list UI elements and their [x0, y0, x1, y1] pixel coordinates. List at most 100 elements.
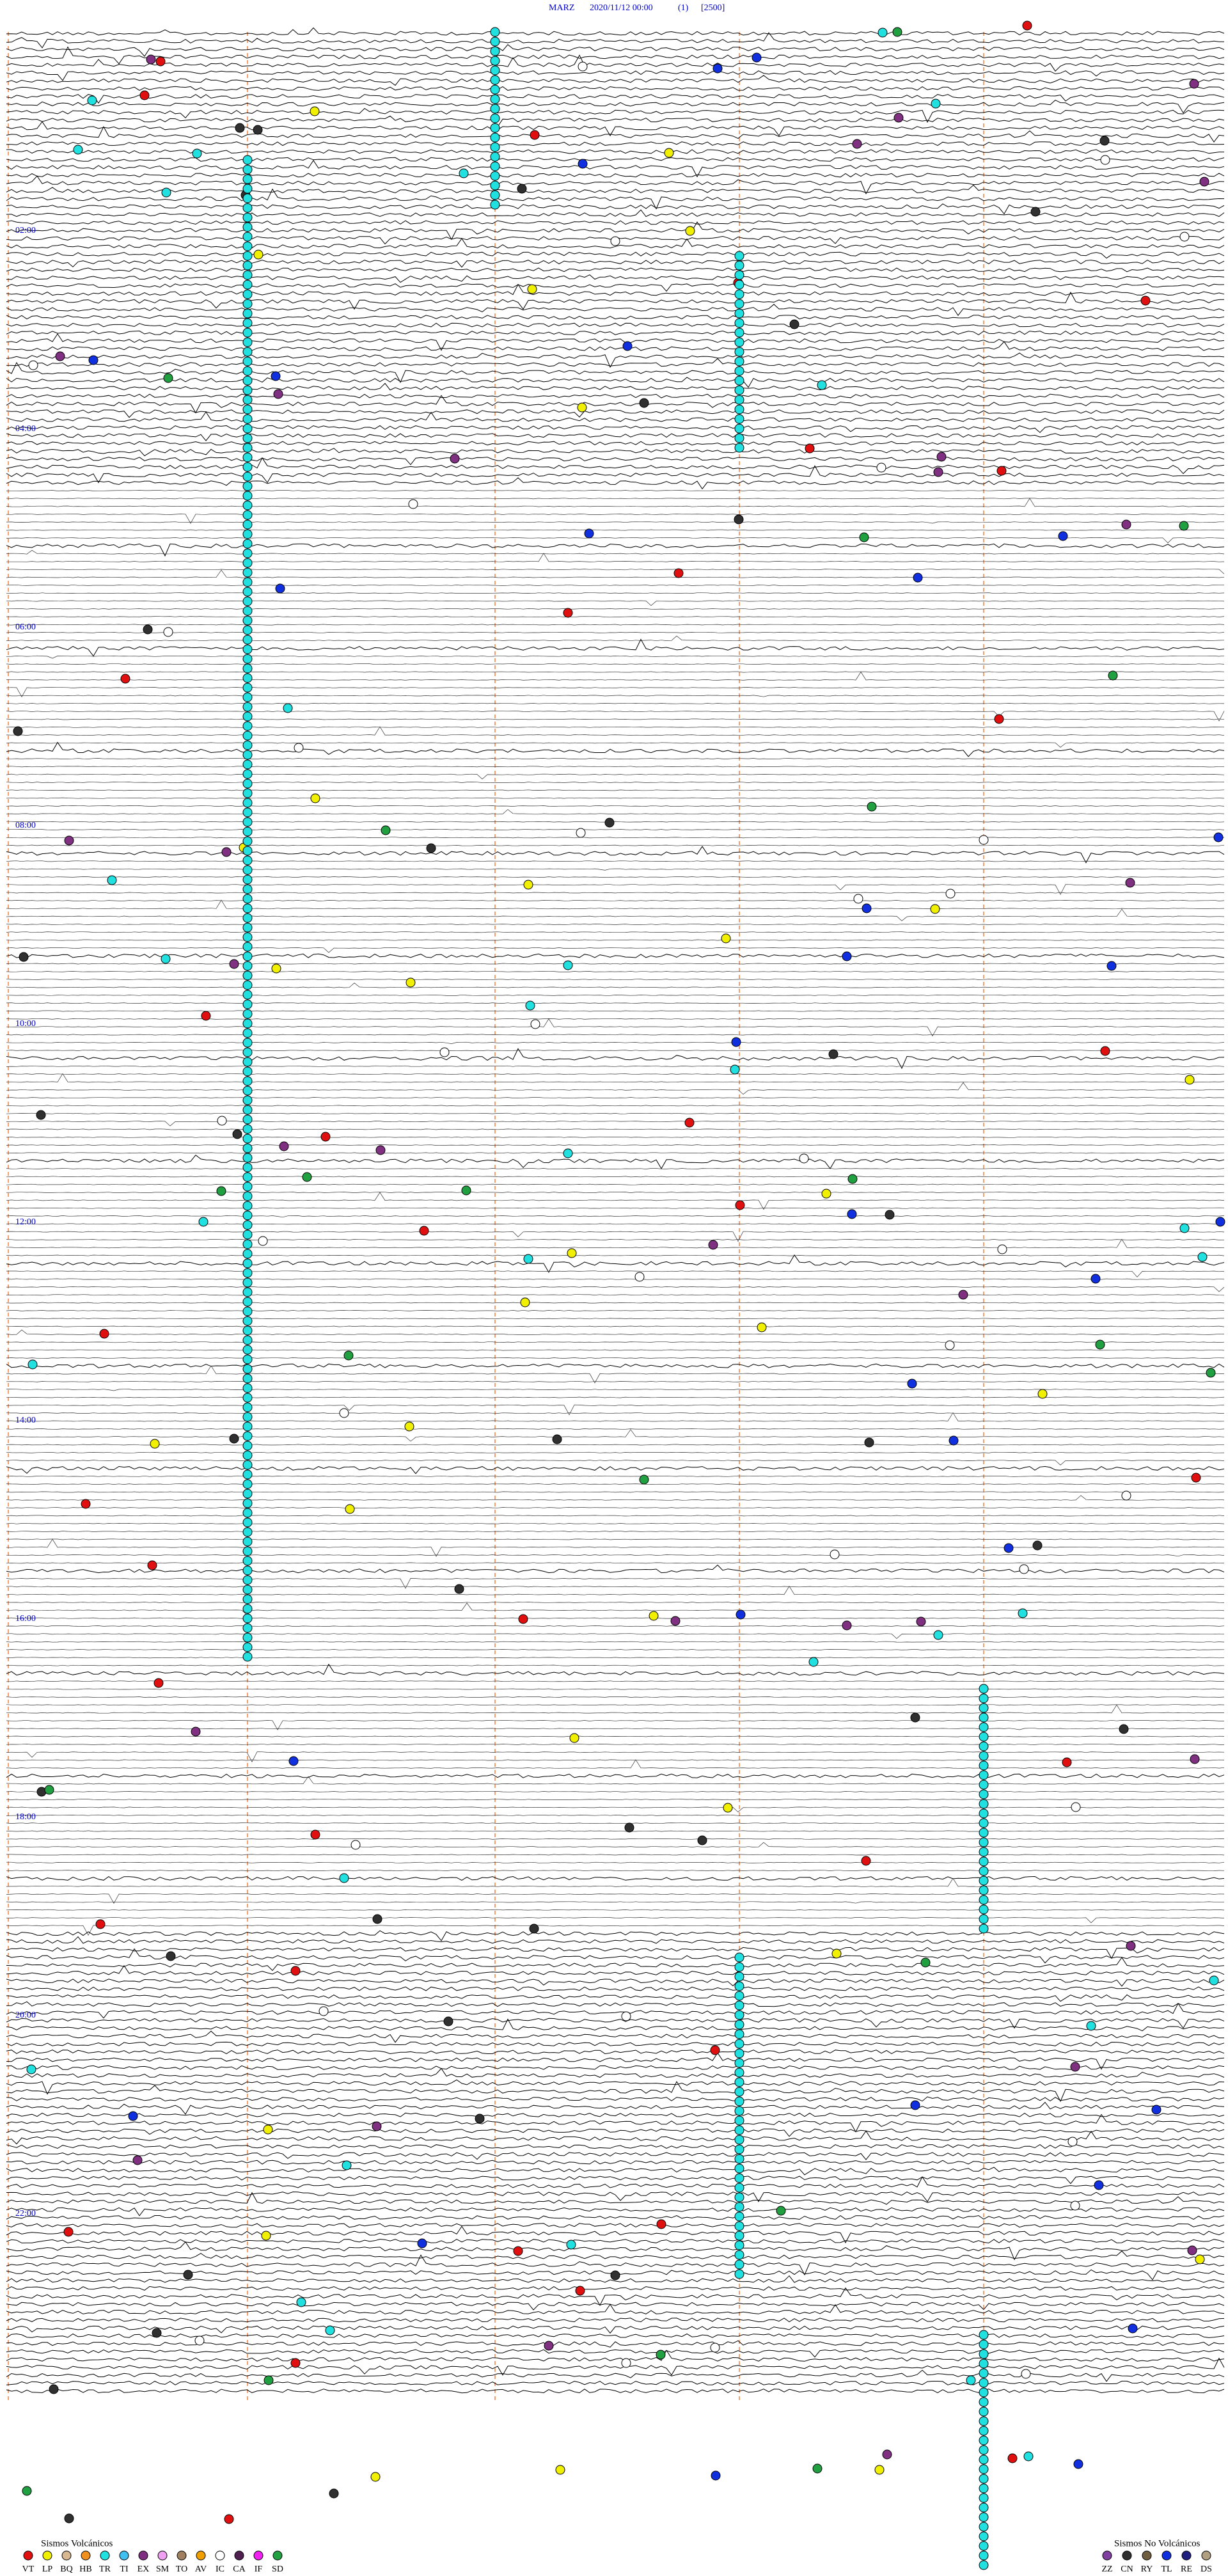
- tremor-marker: [734, 2154, 744, 2164]
- tremor-marker: [734, 2183, 744, 2193]
- trace: [6, 1696, 1225, 1698]
- event-marker: [1121, 1490, 1131, 1501]
- hour-label: 04:00: [15, 424, 36, 434]
- event-marker: [88, 355, 98, 365]
- trace: [6, 860, 1225, 862]
- tremor-marker: [242, 721, 253, 731]
- trace: [6, 844, 1225, 846]
- trace: [6, 1751, 1225, 1762]
- event-marker: [107, 875, 117, 885]
- trace: [6, 2340, 1225, 2349]
- trace: [6, 2030, 1224, 2043]
- tremor-marker: [242, 990, 253, 1000]
- trace: [6, 1239, 1225, 1240]
- legend-code: SD: [272, 2564, 283, 2574]
- trace: [6, 1664, 1225, 1666]
- trace: [6, 1704, 1225, 1714]
- tremor-marker: [490, 104, 500, 114]
- event-marker: [343, 1350, 354, 1361]
- trace: [6, 2191, 1225, 2202]
- tremor-marker: [734, 2144, 744, 2154]
- tremor-marker: [979, 2483, 989, 2493]
- event-marker: [916, 1616, 926, 1627]
- trace: [6, 1578, 1225, 1589]
- event-marker: [1090, 1274, 1101, 1284]
- trace: [6, 1842, 1225, 1848]
- trace: [6, 251, 1225, 259]
- trace: [6, 892, 1225, 894]
- tremor-marker: [242, 1162, 253, 1173]
- trace: [6, 184, 1225, 194]
- event-marker: [731, 1037, 741, 1047]
- trace: [6, 141, 1225, 146]
- trace: [6, 1082, 1225, 1095]
- tremor-marker: [242, 203, 253, 213]
- event-marker: [1071, 1802, 1081, 1812]
- event-marker: [288, 1756, 299, 1766]
- legend-code: BQ: [60, 2564, 72, 2574]
- event-marker: [154, 1678, 164, 1688]
- trace: [6, 1901, 1225, 1904]
- trace: [6, 2065, 1225, 2070]
- event-marker: [555, 2465, 565, 2475]
- tremor-marker: [734, 2106, 744, 2116]
- tremor-marker: [979, 1703, 989, 1713]
- trace: [6, 377, 1225, 388]
- event-marker: [569, 1733, 579, 1743]
- trace: [6, 2018, 1225, 2032]
- tremor-marker: [979, 1741, 989, 1751]
- event-marker: [370, 2472, 381, 2482]
- trace: [6, 846, 1225, 864]
- trace: [6, 2241, 1225, 2261]
- event-marker: [1195, 2254, 1205, 2264]
- trace: [6, 291, 1225, 310]
- tremor-marker: [979, 1808, 989, 1819]
- tremor-marker: [979, 2406, 989, 2417]
- tremor-marker: [979, 2349, 989, 2359]
- tremor-marker: [734, 270, 744, 280]
- event-marker: [55, 351, 65, 361]
- event-marker: [132, 2155, 143, 2165]
- trace: [6, 2079, 1225, 2095]
- trace: [6, 741, 1225, 757]
- tremor-marker: [242, 1604, 253, 1614]
- trace: [6, 1412, 1225, 1422]
- trace: [6, 1806, 1225, 1813]
- trace: [6, 1680, 1225, 1682]
- tremor-marker: [979, 1856, 989, 1867]
- event-marker: [22, 2486, 32, 2496]
- tremor-marker: [242, 1172, 253, 1182]
- trace: [6, 393, 1225, 399]
- tremor-marker: [979, 1722, 989, 1732]
- trace: [6, 718, 1225, 720]
- event-marker: [161, 954, 171, 964]
- tremor-marker: [242, 1508, 253, 1518]
- trace: [6, 94, 1225, 104]
- tremor-marker: [242, 567, 253, 578]
- event-marker: [1030, 207, 1041, 217]
- event-marker: [64, 2513, 74, 2524]
- event-marker: [229, 959, 239, 969]
- tremor-marker: [242, 711, 253, 722]
- tremor-marker: [242, 1249, 253, 1259]
- event-marker: [339, 1408, 349, 1418]
- event-marker: [232, 1129, 242, 1139]
- trace: [6, 1121, 1225, 1126]
- tremor-marker: [979, 1770, 989, 1780]
- event-marker: [673, 568, 684, 578]
- tremor-marker: [242, 1028, 253, 1038]
- tremor-marker: [734, 395, 744, 405]
- trace: [6, 2167, 1225, 2176]
- tremor-marker: [242, 1642, 253, 1652]
- trace: [6, 635, 1225, 642]
- trace: [6, 1663, 1225, 1676]
- tremor-marker: [242, 462, 253, 472]
- event-marker: [656, 2350, 666, 2360]
- trace: [6, 2130, 1225, 2145]
- tremor-marker: [242, 289, 253, 299]
- trace: [6, 2357, 1225, 2376]
- event-marker: [1179, 232, 1190, 242]
- trace: [6, 498, 1225, 500]
- event-marker: [525, 1000, 535, 1011]
- trace: [6, 2144, 1225, 2149]
